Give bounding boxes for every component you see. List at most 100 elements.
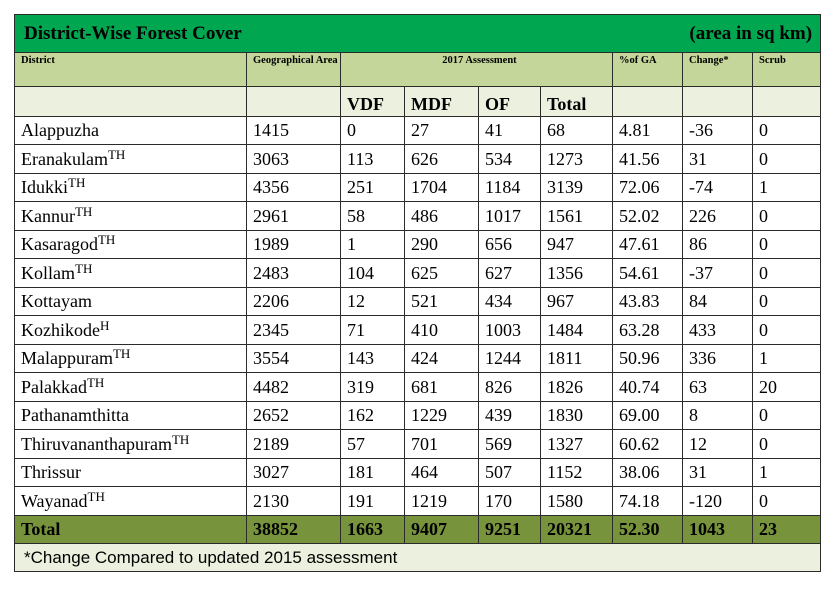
mdf-cell: 1704: [404, 173, 479, 202]
pct-cell: 38.06: [612, 458, 683, 487]
geo-cell: 3027: [246, 458, 341, 487]
scrub-cell: 20: [751, 372, 822, 402]
pct-cell: 74.18: [612, 486, 683, 516]
change-cell: 336: [682, 344, 753, 373]
footnote: *Change Compared to updated 2015 assessm…: [13, 543, 822, 572]
total-cell: 1152: [540, 458, 613, 487]
district-name: Eranakulam: [21, 148, 108, 169]
geo-cell: 1989: [246, 230, 341, 259]
total-cell: 967: [540, 287, 613, 316]
total-scrub: 23: [751, 515, 822, 544]
of-cell: 41: [478, 116, 541, 145]
title-row: District-Wise Forest Cover (area in sq k…: [13, 14, 822, 53]
pct-cell: 47.61: [612, 230, 683, 259]
pct-cell: 63.28: [612, 315, 683, 345]
district-cell: Kottayam: [14, 287, 247, 316]
pct-cell: 50.96: [612, 344, 683, 373]
vdf-cell: 0: [340, 116, 405, 145]
district-cell: KollamTH: [14, 258, 247, 288]
of-cell: 1184: [478, 173, 541, 202]
subheader-empty: [246, 86, 341, 117]
of-cell: 1003: [478, 315, 541, 345]
header-row: District Geographical Area 2017 Assessme…: [14, 52, 822, 87]
unit-label: (area in sq km): [689, 22, 813, 44]
scrub-cell: 0: [751, 401, 822, 430]
mdf-cell: 681: [404, 372, 479, 402]
change-cell: -36: [682, 116, 753, 145]
subheader-empty: [682, 86, 753, 117]
of-cell: 507: [478, 458, 541, 487]
district-cell: IdukkiTH: [14, 173, 247, 202]
district-superscript: TH: [86, 374, 105, 390]
change-cell: 31: [682, 144, 753, 174]
geo-cell: 2961: [246, 201, 341, 231]
mdf-cell: 424: [404, 344, 479, 373]
total-vdf: 1663: [340, 515, 405, 544]
district-superscript: TH: [171, 431, 190, 447]
table-title: District-Wise Forest Cover: [24, 22, 242, 44]
of-cell: 1017: [478, 201, 541, 231]
geo-cell: 2189: [246, 429, 341, 459]
district-cell: EranakulamTH: [14, 144, 247, 174]
total-cell: 1811: [540, 344, 613, 373]
pct-cell: 4.81: [612, 116, 683, 145]
geo-cell: 4482: [246, 372, 341, 402]
mdf-cell: 486: [404, 201, 479, 231]
geo-cell: 2130: [246, 486, 341, 516]
district-cell: PalakkadTH: [14, 372, 247, 402]
district-name: Kannur: [21, 205, 75, 226]
scrub-cell: 1: [751, 344, 822, 373]
scrub-cell: 0: [751, 486, 822, 516]
of-cell: 627: [478, 258, 541, 288]
district-cell: MalappuramTH: [14, 344, 247, 373]
district-superscript: H: [99, 317, 110, 333]
subheader-of: OF: [478, 86, 541, 117]
district-cell: Thrissur: [14, 458, 247, 487]
of-cell: 434: [478, 287, 541, 316]
scrub-cell: 0: [751, 230, 822, 259]
vdf-cell: 162: [340, 401, 405, 430]
table-row: KasaragodTH 1989 1 290 656 947 47.61 86 0: [14, 230, 822, 259]
table-row: Alappuzha 1415 0 27 41 68 4.81 -36 0: [14, 116, 822, 145]
mdf-cell: 410: [404, 315, 479, 345]
mdf-cell: 1229: [404, 401, 479, 430]
geo-cell: 1415: [246, 116, 341, 145]
table-row: KannurTH 2961 58 486 1017 1561 52.02 226 0: [14, 201, 822, 231]
district-name: Kozhikode: [21, 319, 100, 340]
vdf-cell: 1: [340, 230, 405, 259]
table-row: IdukkiTH 4356 251 1704 1184 3139 72.06 -74 1: [14, 173, 822, 202]
header-scrub: Scrub: [751, 52, 822, 87]
of-cell: 170: [478, 486, 541, 516]
header-pct-ga: %of GA: [612, 52, 683, 87]
subheader-total: Total: [540, 86, 613, 117]
district-name: Thrissur: [21, 462, 81, 482]
subheader-empty: [751, 86, 822, 117]
subheader-mdf: MDF: [404, 86, 479, 117]
change-cell: -74: [682, 173, 753, 202]
title-cell: District-Wise Forest Cover (area in sq k…: [13, 14, 822, 53]
total-cell: 1580: [540, 486, 613, 516]
table-row: Thrissur 3027 181 464 507 1152 38.06 31 1: [14, 458, 822, 487]
table-row: KozhikodeH 2345 71 410 1003 1484 63.28 433 0: [14, 315, 822, 345]
district-name: Malappuram: [21, 348, 113, 368]
scrub-cell: 0: [751, 201, 822, 231]
total-cell: 1830: [540, 401, 613, 430]
scrub-cell: 0: [751, 144, 822, 174]
forest-cover-table: District-Wise Forest Cover (area in sq k…: [13, 14, 822, 572]
total-cell: 947: [540, 230, 613, 259]
scrub-cell: 0: [751, 116, 822, 145]
header-geographical-area: Geographical Area: [246, 52, 341, 87]
vdf-cell: 104: [340, 258, 405, 288]
total-mdf: 9407: [404, 515, 479, 544]
table-row: PalakkadTH 4482 319 681 826 1826 40.74 63 20: [14, 372, 822, 402]
change-cell: -37: [682, 258, 753, 288]
district-superscript: TH: [68, 175, 86, 190]
pct-cell: 43.83: [612, 287, 683, 316]
pct-cell: 69.00: [612, 401, 683, 430]
district-cell: Alappuzha: [14, 116, 247, 145]
vdf-cell: 143: [340, 344, 405, 373]
table-row: Pathanamthitta 2652 162 1229 439 1830 69.00 8 0: [14, 401, 822, 430]
pct-cell: 54.61: [612, 258, 683, 288]
district-superscript: TH: [75, 260, 93, 276]
total-cell: 1327: [540, 429, 613, 459]
